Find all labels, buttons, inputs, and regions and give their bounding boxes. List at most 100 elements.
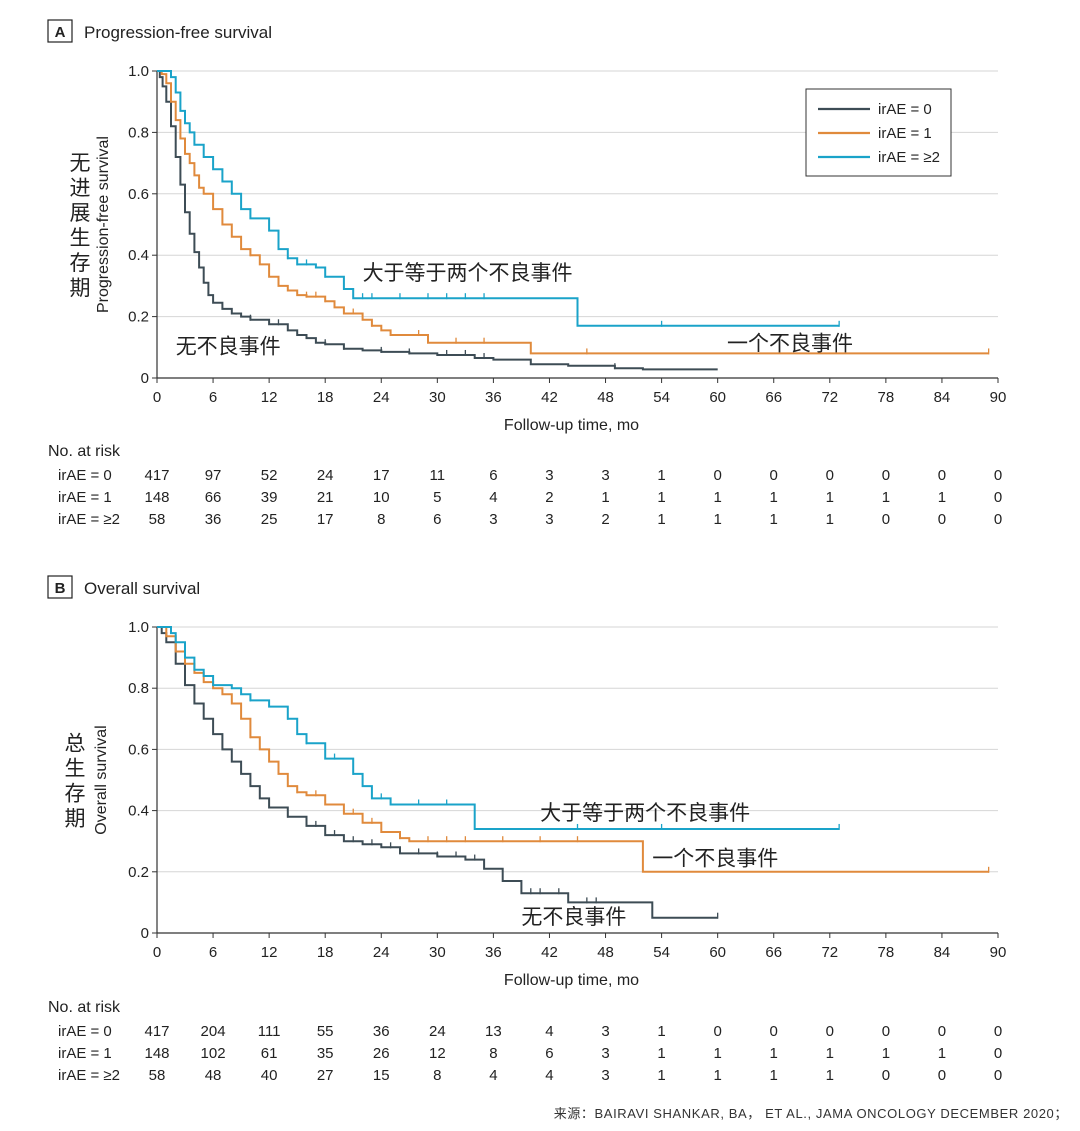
risk-cell: 61 bbox=[261, 1045, 278, 1062]
pfs-chart: 0 0.2 0.4 0.6 0.8 1.0 0 6 12 18 24 30 36 42 48 54 60 66 72… bbox=[70, 63, 1007, 434]
risk-row-label: irAE = 0 bbox=[58, 1023, 112, 1040]
x-tick-label: 90 bbox=[990, 944, 1007, 961]
x-tick-label: 54 bbox=[653, 944, 670, 961]
risk-cell: 4 bbox=[545, 1067, 553, 1084]
x-tick-label: 42 bbox=[541, 944, 558, 961]
risk-cell: 417 bbox=[144, 1023, 169, 1040]
risk-cell: 1 bbox=[713, 1067, 721, 1084]
risk-cell: 1 bbox=[938, 1045, 946, 1062]
risk-cell: 0 bbox=[713, 1023, 721, 1040]
risk-cell: 36 bbox=[205, 511, 222, 528]
risk-row-label: irAE = 1 bbox=[58, 1045, 112, 1062]
x-tick-label: 6 bbox=[209, 389, 217, 406]
x-tick-label: 42 bbox=[541, 389, 558, 406]
x-tick-label: 84 bbox=[934, 389, 951, 406]
curve-annotation: 大于等于两个不良事件 bbox=[363, 262, 573, 285]
risk-cell: 6 bbox=[433, 511, 441, 528]
x-tick-label: 12 bbox=[261, 944, 278, 961]
risk-cell: 1 bbox=[657, 1045, 665, 1062]
risk-cell: 148 bbox=[144, 489, 169, 506]
km-curve-irAE0 bbox=[157, 626, 718, 919]
risk-cell: 15 bbox=[373, 1067, 390, 1084]
risk-cell: 25 bbox=[261, 511, 278, 528]
km-curve-irAE2 bbox=[157, 70, 840, 327]
x-tick-label: 78 bbox=[878, 389, 895, 406]
risk-cell: 5 bbox=[433, 489, 441, 506]
curve-annotation: 一个不良事件 bbox=[652, 848, 778, 871]
risk-cell: 1 bbox=[826, 489, 834, 506]
risk-cell: 0 bbox=[770, 467, 778, 484]
x-tick-label: 12 bbox=[261, 389, 278, 406]
risk-cell: 1 bbox=[713, 489, 721, 506]
risk-row-label: irAE = ≥2 bbox=[58, 511, 120, 528]
x-tick-label: 24 bbox=[373, 944, 390, 961]
x-tick-label: 48 bbox=[597, 389, 614, 406]
risk-cell: 66 bbox=[205, 489, 222, 506]
legend-entry: irAE = ≥2 bbox=[878, 149, 940, 166]
panel-b-letter: B bbox=[55, 580, 66, 597]
y-tick-label: 0.4 bbox=[128, 803, 149, 820]
risk-cell: 58 bbox=[149, 1067, 166, 1084]
curve-annotation: 一个不良事件 bbox=[727, 332, 853, 355]
x-tick-label: 0 bbox=[153, 389, 161, 406]
curve-annotation: 大于等于两个不良事件 bbox=[540, 802, 750, 825]
risk-cell: 52 bbox=[261, 467, 278, 484]
risk-cell: 0 bbox=[770, 1023, 778, 1040]
km-curve-irAE1 bbox=[157, 626, 989, 873]
risk-cell: 3 bbox=[601, 1067, 609, 1084]
risk-cell: 1 bbox=[770, 489, 778, 506]
risk-cell: 21 bbox=[317, 489, 334, 506]
risk-cell: 1 bbox=[601, 489, 609, 506]
y-axis-label-cn: 无进展生存期 bbox=[70, 152, 91, 300]
risk-cell: 27 bbox=[317, 1067, 334, 1084]
risk-cell: 36 bbox=[373, 1023, 390, 1040]
x-axis-label: Follow-up time, mo bbox=[504, 972, 639, 989]
risk-row-label: irAE = ≥2 bbox=[58, 1067, 120, 1084]
x-tick-label: 60 bbox=[709, 944, 726, 961]
risk-cell: 1 bbox=[713, 511, 721, 528]
risk-cell: 24 bbox=[429, 1023, 446, 1040]
risk-cell: 6 bbox=[545, 1045, 553, 1062]
risk-cell: 1 bbox=[657, 1023, 665, 1040]
risk-cell: 4 bbox=[489, 1067, 497, 1084]
panel-a-title: Progression-free survival bbox=[84, 23, 272, 42]
risk-cell: 111 bbox=[258, 1023, 281, 1040]
panel-b-title: Overall survival bbox=[84, 579, 200, 598]
risk-cell: 1 bbox=[770, 1067, 778, 1084]
x-axis-label: Follow-up time, mo bbox=[504, 417, 639, 434]
y-tick-label: 0.4 bbox=[128, 247, 149, 264]
x-tick-label: 6 bbox=[209, 944, 217, 961]
risk-cell: 0 bbox=[882, 1023, 890, 1040]
risk-cell: 0 bbox=[938, 467, 946, 484]
x-tick-label: 24 bbox=[373, 389, 390, 406]
risk-cell: 97 bbox=[205, 467, 222, 484]
risk-cell: 8 bbox=[377, 511, 385, 528]
panel-a-header: A Progression-free survival bbox=[47, 19, 272, 43]
risk-cell: 8 bbox=[433, 1067, 441, 1084]
risk-cell: 0 bbox=[938, 1023, 946, 1040]
risk-cell: 0 bbox=[882, 467, 890, 484]
y-axis-label: Overall survival bbox=[93, 725, 110, 834]
y-tick-label: 0 bbox=[141, 925, 149, 942]
risk-cell: 0 bbox=[713, 467, 721, 484]
x-tick-label: 66 bbox=[765, 944, 782, 961]
risk-cell: 17 bbox=[373, 467, 390, 484]
risk-cell: 102 bbox=[201, 1045, 226, 1062]
risk-cell: 40 bbox=[261, 1067, 278, 1084]
risk-cell: 1 bbox=[770, 511, 778, 528]
risk-cell: 0 bbox=[994, 1023, 1002, 1040]
risk-cell: 1 bbox=[713, 1045, 721, 1062]
risk-cell: 12 bbox=[429, 1045, 446, 1062]
legend-entry: irAE = 1 bbox=[878, 125, 932, 142]
risk-cell: 0 bbox=[994, 467, 1002, 484]
x-tick-label: 36 bbox=[485, 944, 502, 961]
risk-cell: 1 bbox=[826, 1045, 834, 1062]
x-tick-label: 18 bbox=[317, 944, 334, 961]
x-tick-label: 30 bbox=[429, 944, 446, 961]
x-tick-label: 0 bbox=[153, 944, 161, 961]
curve-annotation: 无不良事件 bbox=[176, 335, 281, 358]
y-tick-label: 0.8 bbox=[128, 124, 149, 141]
x-tick-label: 60 bbox=[709, 389, 726, 406]
